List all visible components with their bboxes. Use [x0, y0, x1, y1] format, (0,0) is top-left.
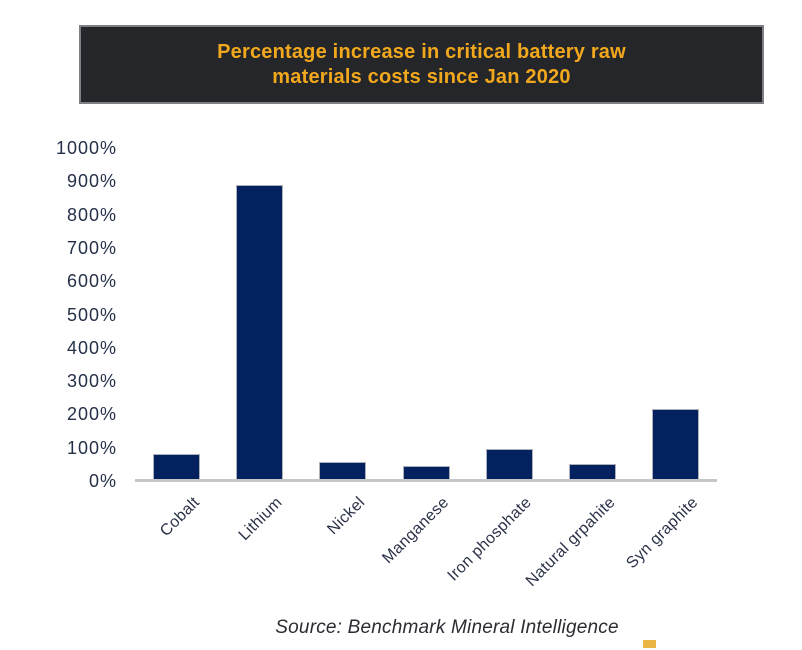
gold-accent-mark	[643, 640, 656, 648]
y-tick-label: 500%	[66, 304, 117, 325]
y-tick-label: 300%	[66, 371, 117, 392]
chart-title-banner: Percentage increase in critical battery …	[79, 25, 764, 104]
chart-title-line-2: materials costs since Jan 2020	[272, 65, 571, 88]
bar-cobalt	[153, 454, 201, 481]
bar-syn-graphite	[651, 409, 699, 481]
bar-iron-phosphate	[485, 449, 533, 481]
source-attribution: Source: Benchmark Mineral Intelligence	[275, 617, 619, 638]
x-category-label: Syn graphite	[623, 494, 702, 573]
x-category-label: Natural grpahite	[522, 494, 619, 590]
bar-manganese	[402, 466, 450, 481]
x-category-label: Manganese	[378, 494, 453, 568]
bar-natural-grpahite	[568, 464, 616, 481]
bar-lithium	[236, 184, 284, 481]
x-category-label: Iron phosphate	[444, 494, 536, 585]
y-tick-label: 100%	[66, 437, 117, 458]
x-axis-line	[135, 479, 717, 482]
y-tick-label: 200%	[66, 404, 117, 425]
y-tick-label: 800%	[66, 204, 117, 225]
x-category-label: Nickel	[324, 494, 369, 539]
x-category-label: Cobalt	[156, 494, 203, 541]
y-tick-label: 600%	[66, 271, 117, 292]
y-tick-label: 1000%	[55, 138, 117, 158]
y-tick-label: 0%	[88, 471, 117, 491]
y-tick-label: 900%	[66, 171, 117, 192]
bar-nickel	[319, 461, 367, 481]
x-category-label: Lithium	[235, 494, 286, 544]
y-tick-label: 400%	[66, 337, 117, 358]
chart-title-line-1: Percentage increase in critical battery …	[217, 40, 626, 63]
y-tick-label: 700%	[66, 237, 117, 258]
